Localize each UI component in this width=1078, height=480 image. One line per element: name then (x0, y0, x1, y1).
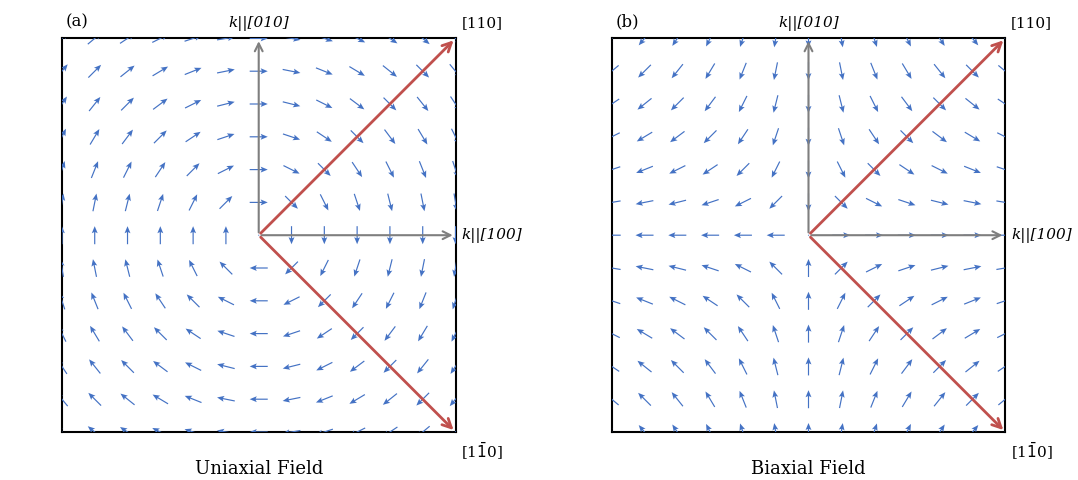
Text: [110]: [110] (461, 16, 502, 31)
Text: [110]: [110] (1011, 16, 1052, 31)
Text: Biaxial Field: Biaxial Field (751, 459, 866, 478)
Text: (a): (a) (66, 13, 88, 31)
Text: k||[010]: k||[010] (229, 15, 289, 31)
Text: (b): (b) (616, 13, 639, 31)
Text: k||[100]: k||[100] (1011, 228, 1072, 243)
Text: k||[100]: k||[100] (461, 228, 522, 243)
Text: [1$\bar{1}$0]: [1$\bar{1}$0] (461, 440, 503, 461)
Text: Uniaxial Field: Uniaxial Field (194, 459, 323, 478)
Text: [1$\bar{1}$0]: [1$\bar{1}$0] (1011, 440, 1053, 461)
Text: k||[010]: k||[010] (778, 15, 839, 31)
